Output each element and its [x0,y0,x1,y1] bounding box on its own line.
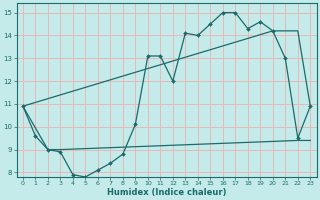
X-axis label: Humidex (Indice chaleur): Humidex (Indice chaleur) [107,188,226,197]
